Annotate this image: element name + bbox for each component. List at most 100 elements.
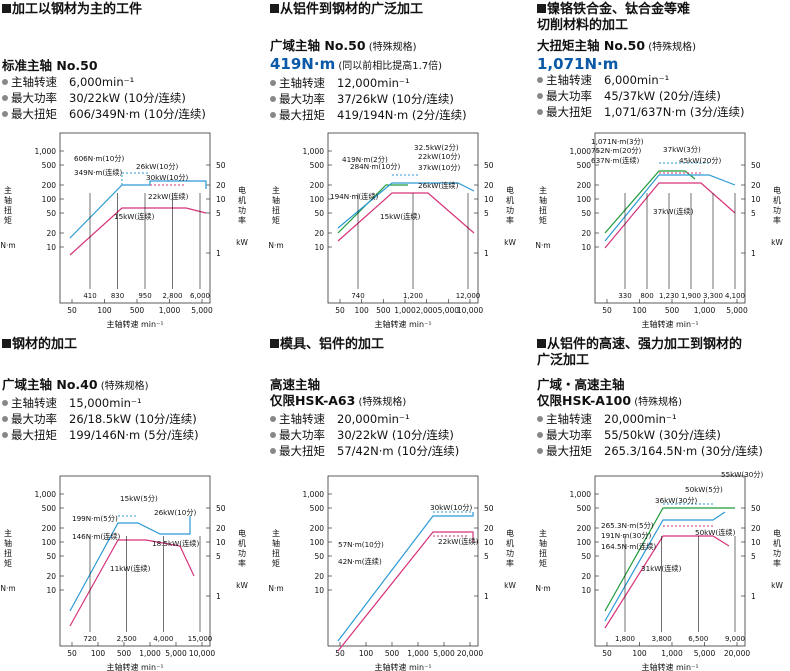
kw-axis-label-char: 率 [238,558,246,568]
x-tick-label: 10,000 [189,649,215,658]
square-bullet-icon [537,4,546,13]
spindle-name: 大扭矩主轴 No.50 [537,38,646,53]
curve-torque-blue [69,180,207,239]
spindle-title: 广域主轴 No.40 (特殊规格) [2,377,199,395]
y-tick-label: 20 [314,229,324,238]
x-tick-label: 1,000 [394,306,416,315]
kw-tick-label: 50 [216,504,226,513]
y-tick-label: 20 [46,229,56,238]
bullet-dot-icon [2,95,8,101]
chart-annotation: 146N·m(连续) [72,532,121,541]
kw-axis-unit: kW [771,581,783,590]
x-tick-label: 5,000 [438,306,460,315]
x-tick-label: 5,000 [726,306,748,315]
bullet-dot-icon [537,109,543,115]
chart-annotation: 50kW(连续) [695,528,736,537]
spec-value: 199/146N·m (5分/连续) [69,428,199,442]
spec-value: 37/26kW (10分/连续) [337,92,454,106]
y-axis-label-char: 矩 [539,215,547,225]
spec-value: 57/42N·m (10分/连续) [337,444,460,458]
curve-group [69,172,207,256]
speed-mark-label: 1,200 [403,292,423,300]
kw-tick-label: 20 [484,524,494,533]
y-axis-unit: N·m [535,584,550,593]
kw-tick-label: 1 [216,592,221,601]
chart-annotation: 26kW(10分) [136,162,179,171]
spec-block: 大扭矩主轴 No.50 (特殊规格) 1,071N·m 主轴转速 6,000min⁻¹… [537,38,745,120]
kw-tick-label: 10 [751,538,761,547]
spec-value: 45/37kW (20分/连续) [604,89,721,103]
spec-row: 最大扭矩 419/194N·m (2分/连续) [270,107,467,123]
y-axis-unit: N·m [0,241,15,250]
bullet-dot-icon [537,448,543,454]
y-tick-label: 100 [42,538,57,547]
spec-value: 15,000min⁻¹ [69,396,142,410]
kw-axis-unit: kW [236,581,248,590]
panel-heading: 钢材的加工 [2,337,77,353]
x-tick-label: 1,000 [159,306,181,315]
bullet-dot-icon [270,96,276,102]
spec-row: 最大功率 30/22kW (10分/连续) [270,427,459,443]
kw-tick-label: 5 [751,209,756,218]
torque-note: (同以前相比提高1.7倍) [335,61,443,72]
speed-mark-label: 2,500 [117,635,137,643]
spec-value: 6,000min⁻¹ [604,73,670,87]
y-axis-unit: N·m [268,584,283,593]
spec-row: 主轴转速 6,000min⁻¹ [2,74,206,90]
kw-tick-label: 20 [216,524,226,533]
kw-tick-label: 1 [484,592,489,601]
panel-heading-text: 从铝件到钢材的广泛加工 [280,2,424,17]
y-tick-label: 20 [581,572,591,581]
x-tick-label: 20,000 [457,649,483,658]
spec-panel-5: 模具、铝件的加工 高速主轴 仅限HSK-A63 (特殊规格) 主轴转速 20,000m… [268,335,523,671]
x-tick-label: 100 [359,649,374,658]
spec-row: 最大功率 55/50kW (30分/连续) [537,427,763,443]
spec-label: 最大扭矩 [279,108,325,122]
panel-heading-text: 从铝件的高速、强力加工到钢材的 广泛加工 [537,337,743,368]
kw-axis-unit: kW [236,238,248,247]
kw-tick-label: 10 [216,538,226,547]
panel-heading-text: 镍铬铁合金、钛合金等难 切削材料的加工 [537,2,691,33]
curve-group [69,515,195,627]
spec-block: 广域主轴 No.50 (特殊规格) 419N·m (同以前相比提高1.7倍) 主轴转… [270,38,467,123]
y-tick-label: 1,000 [303,490,325,499]
plot-frame [59,475,211,647]
bullet-dot-icon [270,112,276,118]
x-tick-label: 500 [665,306,680,315]
kw-tick-label: 5 [216,552,221,561]
x-tick-label: 1,000 [139,649,161,658]
spec-label: 主轴转速 [546,73,592,87]
x-tick-label: 500 [117,649,132,658]
y-tick-label: 50 [314,552,324,561]
kw-tick-label: 50 [484,504,494,513]
kw-axis-label-char: 率 [506,215,514,225]
torque-highlight: 1,071N·m [537,56,745,72]
speed-mark-label: 1,900 [681,292,701,300]
y-tick-label: 10 [314,586,324,595]
y-tick-label: 1,000 [570,147,592,156]
chart-annotation: 22kW(连续) [148,192,189,201]
chart-annotation: 752N·m(20分) [591,146,642,155]
kw-tick-label: 50 [216,161,226,170]
curve-torque-blue [69,516,191,612]
curve-group [604,503,735,629]
kw-tick-label: 50 [751,161,761,170]
spindle-note: (特殊规格) [365,42,417,53]
spec-row: 最大扭矩 265.3/164.5N·m (30分/连续) [537,443,763,459]
kw-tick-label: 20 [751,524,761,533]
speed-mark-label: 3,300 [703,292,723,300]
chart-annotation: 199N·m(5分) [72,514,118,523]
spec-panel-3: 镍铬铁合金、钛合金等难 切削材料的加工 大扭矩主轴 No.50 (特殊规格) 1,0… [535,0,790,330]
plot-frame [594,475,746,647]
kw-tick-label: 50 [484,161,494,170]
spec-row: 最大扭矩 199/146N·m (5分/连续) [2,427,199,443]
bullet-dot-icon [270,416,276,422]
y-axis-label-char: 矩 [4,558,12,568]
x-tick-label: 1,000 [694,306,716,315]
spindle-title: 高速主轴 仅限HSK-A63 (特殊规格) [270,377,459,411]
square-bullet-icon [2,4,11,13]
chart-annotation: 637N·m(连续) [591,156,640,165]
